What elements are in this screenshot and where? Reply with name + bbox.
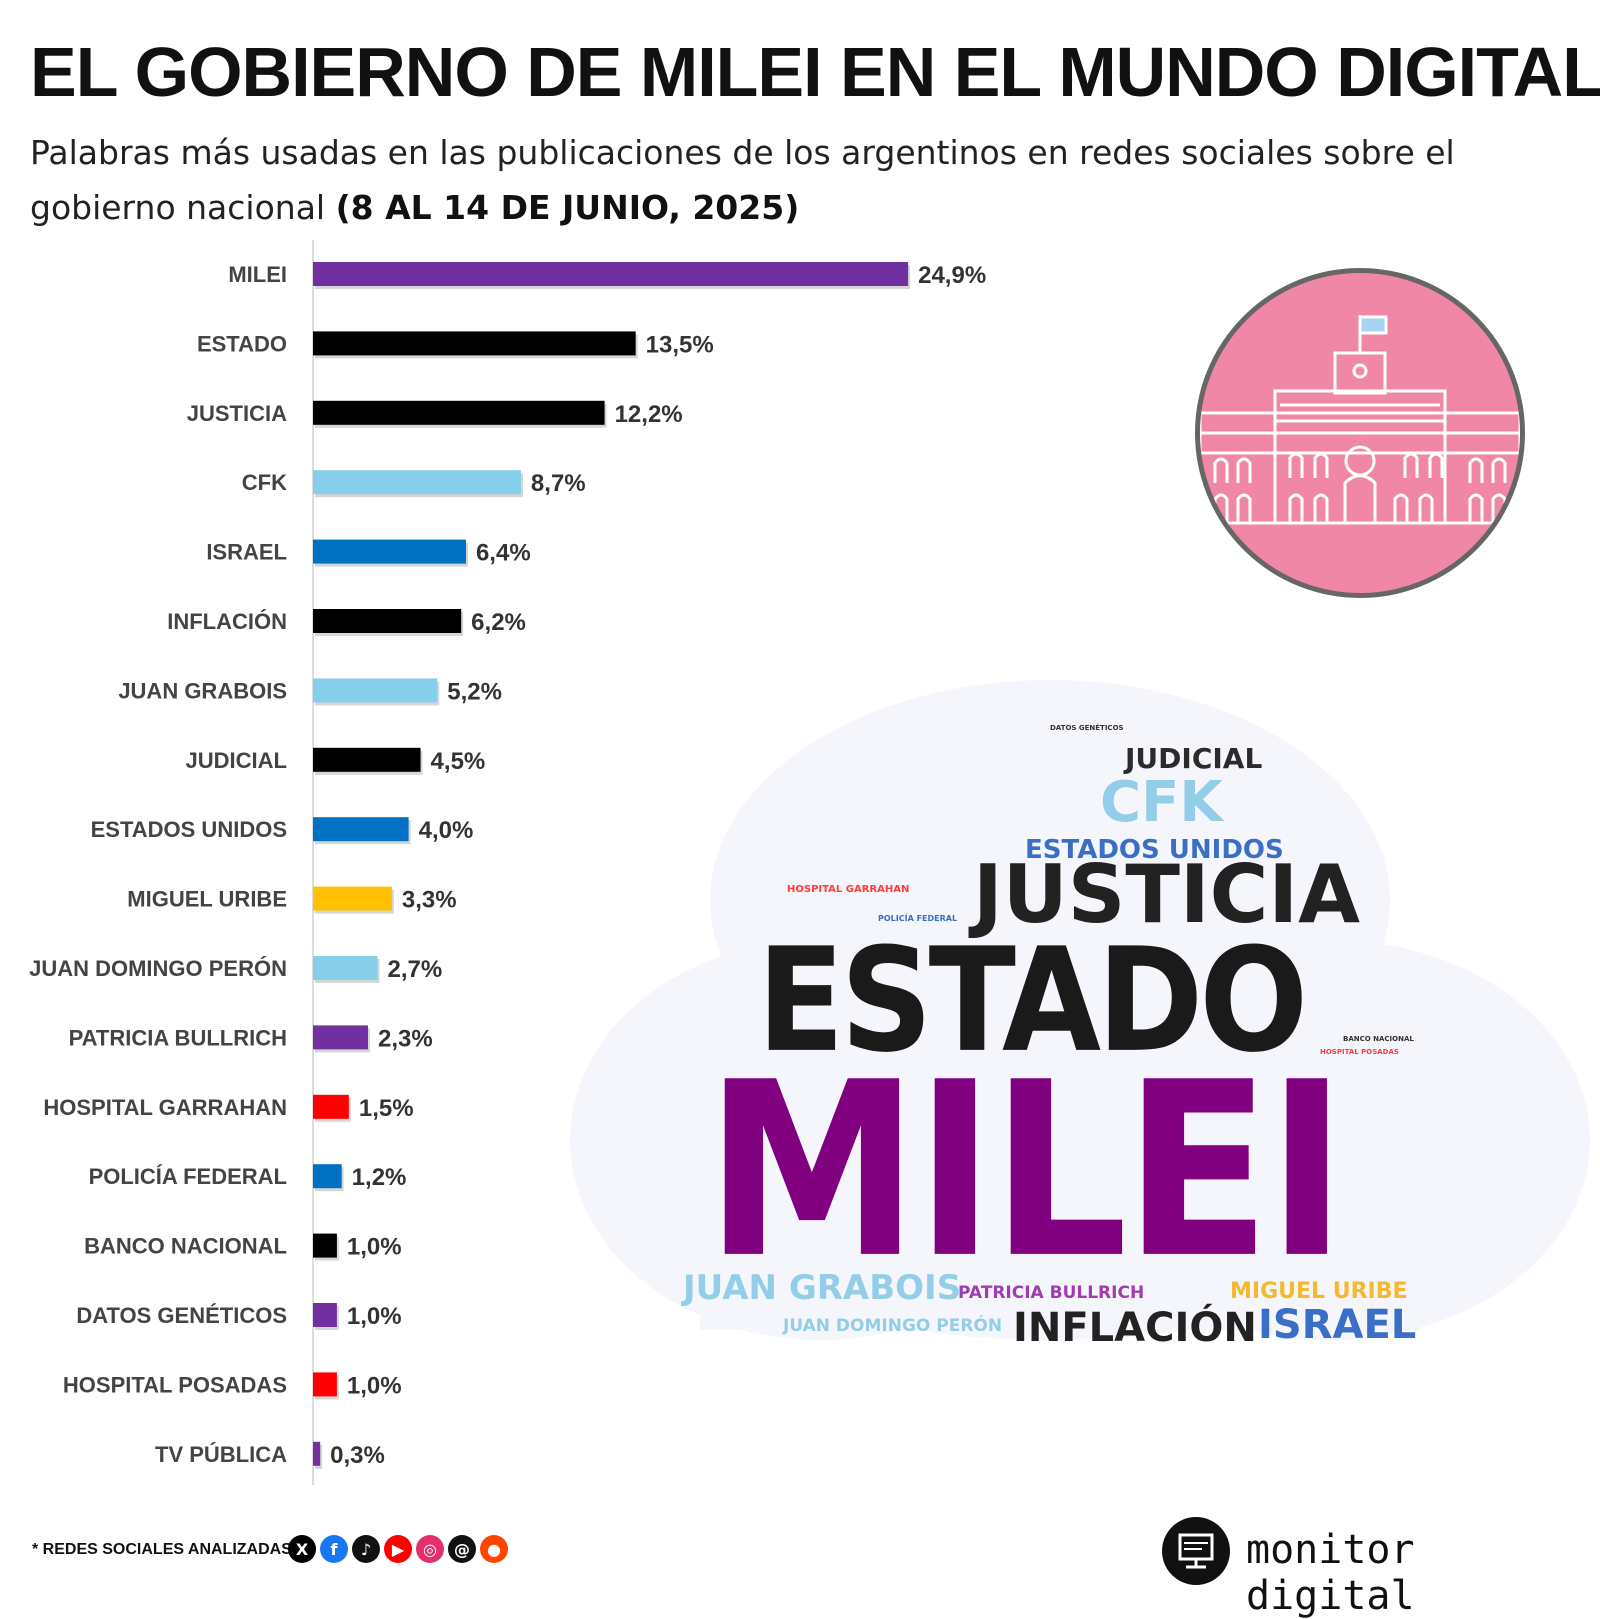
value-label: 24,9%	[918, 262, 986, 289]
category-label: HOSPITAL POSADAS	[63, 1372, 287, 1397]
wordcloud-word: CFK	[1100, 770, 1223, 835]
value-label: 4,0%	[419, 817, 474, 844]
instagram-icon: ◎	[416, 1535, 444, 1563]
value-label: 6,2%	[471, 609, 526, 636]
category-label: ESTADO	[197, 331, 287, 356]
category-label: PATRICIA BULLRICH	[69, 1025, 287, 1050]
category-label: JUDICIAL	[186, 748, 287, 773]
bar-hospital-garrahan	[313, 1094, 349, 1119]
value-label: 13,5%	[646, 331, 714, 358]
wordcloud-word: DATOS GENÉTICOS	[1050, 724, 1124, 732]
x-icon: X	[288, 1535, 316, 1563]
category-label: DATOS GENÉTICOS	[76, 1303, 287, 1328]
footer-note: * REDES SOCIALES ANALIZADAS	[32, 1541, 292, 1558]
value-label: 1,2%	[352, 1164, 407, 1191]
category-label: ESTADOS UNIDOS	[91, 817, 287, 842]
page-subtitle: Palabras más usadas en las publicaciones…	[30, 125, 1580, 235]
value-label: 1,0%	[347, 1234, 402, 1261]
bar-judicial	[313, 747, 421, 772]
bar-miguel-uribe	[313, 886, 392, 911]
government-building-icon	[1200, 315, 1520, 525]
wordcloud-word: HOSPITAL POSADAS	[1320, 1048, 1399, 1056]
youtube-icon: ▶	[384, 1535, 412, 1563]
category-label: TV PÚBLICA	[155, 1442, 287, 1467]
category-label: BANCO NACIONAL	[84, 1234, 287, 1259]
casa-rosada-badge	[1195, 268, 1525, 598]
subtitle-period: (8 AL 14 DE JUNIO, 2025)	[335, 188, 800, 227]
category-label: JUSTICIA	[187, 401, 287, 426]
page-title: EL GOBIERNO DE MILEI EN EL MUNDO DIGITAL	[30, 33, 1600, 111]
category-label: INFLACIÓN	[167, 609, 287, 634]
wordcloud-word: INFLACIÓN	[1013, 1305, 1257, 1351]
bar-banco-nacional	[313, 1233, 337, 1258]
bar-estados-unidos	[313, 817, 409, 842]
bar-milei	[313, 262, 909, 286]
value-label: 1,0%	[347, 1372, 402, 1399]
facebook-icon: f	[320, 1535, 348, 1563]
monitor-icon	[1178, 1533, 1214, 1569]
wordcloud-word: MILEI	[705, 1029, 1347, 1311]
threads-icon: @	[448, 1535, 476, 1563]
value-label: 6,4%	[476, 540, 531, 567]
brand-name: monitor digital	[1246, 1527, 1415, 1619]
category-label: JUAN GRABOIS	[118, 678, 287, 703]
wordcloud-word: JUAN DOMINGO PERÓN	[783, 1316, 1003, 1336]
bar-chart: MILEI 24,9% ESTADO 13,5% JUSTICIA 12,2% CFK 8,7…	[29, 240, 986, 1485]
tiktok-icon: ♪	[352, 1535, 380, 1563]
wordcloud-word: JUSTICIA	[973, 848, 1361, 941]
wordcloud-word: HOSPITAL GARRAHAN	[787, 884, 910, 895]
bar-tv-pública	[313, 1441, 321, 1466]
bar-estado	[313, 331, 636, 356]
category-label: JUAN DOMINGO PERÓN	[29, 956, 287, 981]
category-label: MIGUEL URIBE	[127, 887, 287, 912]
value-label: 4,5%	[431, 748, 486, 775]
bar-inflación	[313, 609, 462, 633]
bar-justicia	[313, 400, 605, 425]
subtitle-text: Palabras más usadas en las publicaciones…	[30, 133, 1455, 227]
wordcloud-word: PATRICIA BULLRICH	[958, 1283, 1145, 1303]
value-label: 3,3%	[402, 887, 457, 914]
wordcloud-word: ESTADO	[757, 917, 1308, 1085]
value-label: 0,3%	[330, 1442, 385, 1469]
value-label: 1,0%	[347, 1303, 402, 1330]
category-label: ISRAEL	[206, 540, 287, 565]
value-label: 2,3%	[378, 1025, 433, 1052]
bar-hospital-posadas	[313, 1372, 337, 1397]
wordcloud-word: MIGUEL URIBE	[1230, 1279, 1408, 1304]
bar-israel	[313, 539, 466, 564]
bar-cfk	[313, 470, 521, 495]
wordcloud-word: JUDICIAL	[1125, 742, 1263, 775]
value-label: 1,5%	[359, 1095, 414, 1122]
wordcloud-word: POLICÍA FEDERAL	[878, 914, 958, 923]
value-label: 2,7%	[388, 956, 443, 983]
category-label: CFK	[242, 470, 287, 495]
value-label: 12,2%	[615, 401, 683, 428]
bar-policía-federal	[313, 1164, 342, 1189]
wordcloud-word: ISRAEL	[1258, 1302, 1417, 1348]
bar-datos-genéticos	[313, 1303, 337, 1327]
reddit-icon: ●	[480, 1535, 508, 1563]
value-label: 5,2%	[447, 678, 502, 705]
bar-juan-domingo-perón	[313, 956, 378, 980]
category-label: MILEI	[228, 262, 287, 287]
wordcloud-word: BANCO NACIONAL	[1343, 1035, 1414, 1043]
value-label: 8,7%	[531, 470, 586, 497]
bar-juan-grabois	[313, 678, 438, 703]
wordcloud-word: JUAN GRABOIS	[683, 1268, 962, 1308]
monitor-logo-icon	[1162, 1517, 1230, 1585]
category-label: POLICÍA FEDERAL	[89, 1164, 287, 1189]
bar-patricia-bullrich	[313, 1025, 368, 1050]
category-label: HOSPITAL GARRAHAN	[43, 1095, 287, 1120]
wordcloud-word: ESTADOS UNIDOS	[1025, 835, 1284, 865]
